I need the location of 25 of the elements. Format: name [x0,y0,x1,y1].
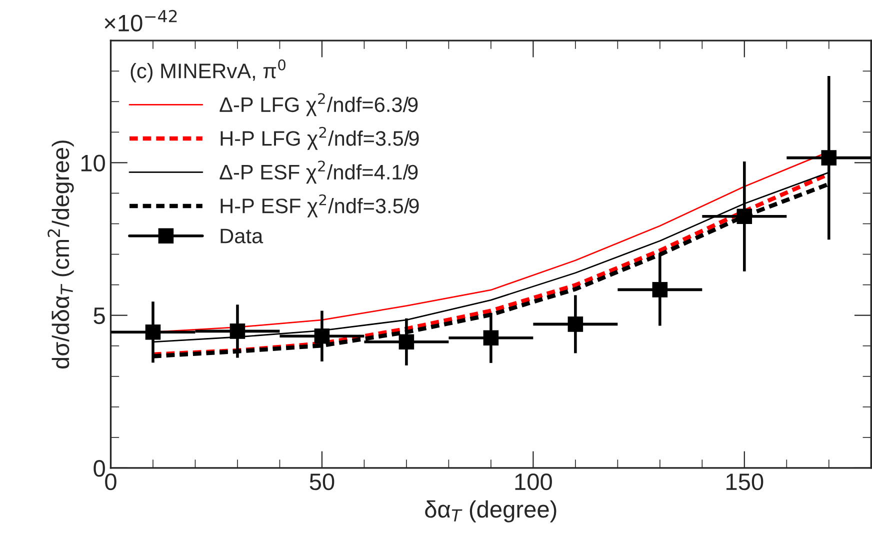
x-tick-label: 50 [310,473,334,490]
y-tick-label: 10 [81,154,105,172]
point [568,316,584,332]
y-tick-label: 5 [94,308,105,324]
x-tick-label: 100 [515,473,552,490]
legend-label: Δ-P ESF χ$^{2}$/ndf=4.1/9 [220,160,418,184]
legend-title: (c) MINERvA, π$^{0}$ [130,59,286,82]
point [145,324,161,340]
point [821,150,837,166]
y-axis-title: dσ/dδα$_{T}$ (cm$^{2}$/degree) [48,140,74,368]
point [483,330,499,346]
x-tick-label: 150 [726,473,764,490]
y-tick-label: 0 [94,460,105,477]
legend-label: H-P LFG χ$^{2}$/ndf=3.5/9 [220,126,419,150]
point [230,324,246,339]
point [652,282,668,298]
legend-label: H-P ESF χ$^{2}$/ndf=3.5/9 [220,194,419,218]
x-axis-title: δα$_{T}$ (degree) [425,500,556,522]
point [398,334,414,350]
text: ×10$^{−42}$ [104,10,177,32]
legend-label: Data [220,228,264,244]
legend-label: Δ-P LFG χ$^{2}$/ndf=6.3/9 [220,93,418,116]
point [736,208,752,224]
point [314,328,330,344]
x-tick-label: 0 [105,473,116,490]
